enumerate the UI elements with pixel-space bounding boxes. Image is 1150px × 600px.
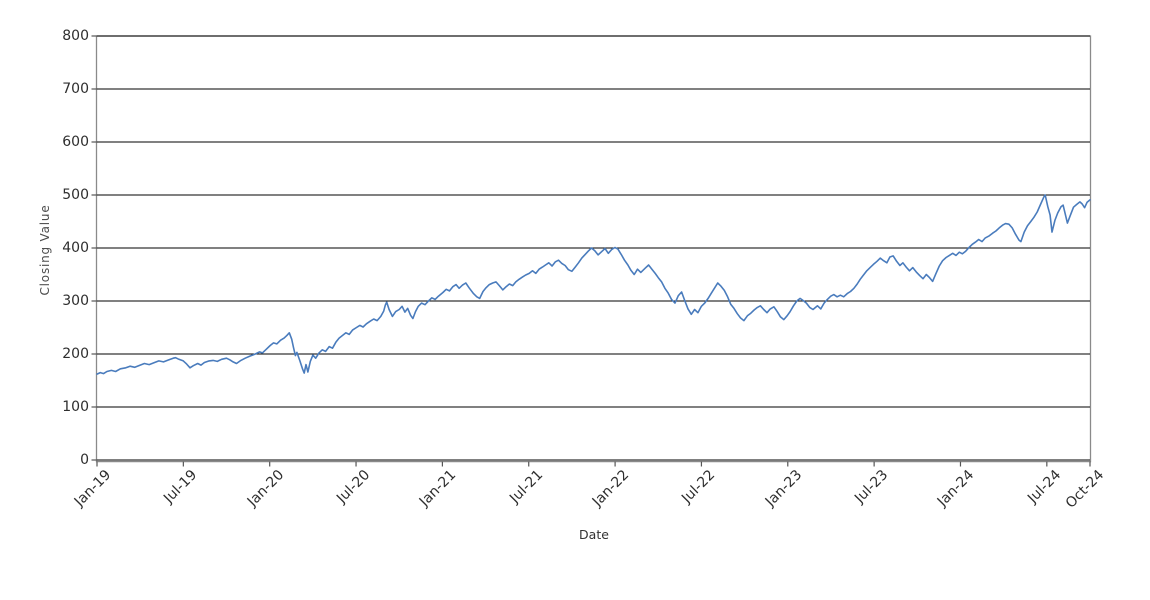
y-tick-label: 800 [62, 27, 89, 44]
y-tick-label: 100 [62, 398, 89, 415]
y-tick-label: 300 [62, 292, 89, 309]
y-tick-label: 0 [80, 451, 89, 468]
closing-value-line [96, 194, 1091, 375]
y-tick-label: 600 [62, 133, 89, 150]
x-axis-title: Date [579, 527, 609, 542]
y-tick-label: 200 [62, 345, 89, 362]
y-tick-label: 400 [62, 239, 89, 256]
y-tick-label: 500 [62, 186, 89, 203]
y-tick-label: 700 [62, 80, 89, 97]
